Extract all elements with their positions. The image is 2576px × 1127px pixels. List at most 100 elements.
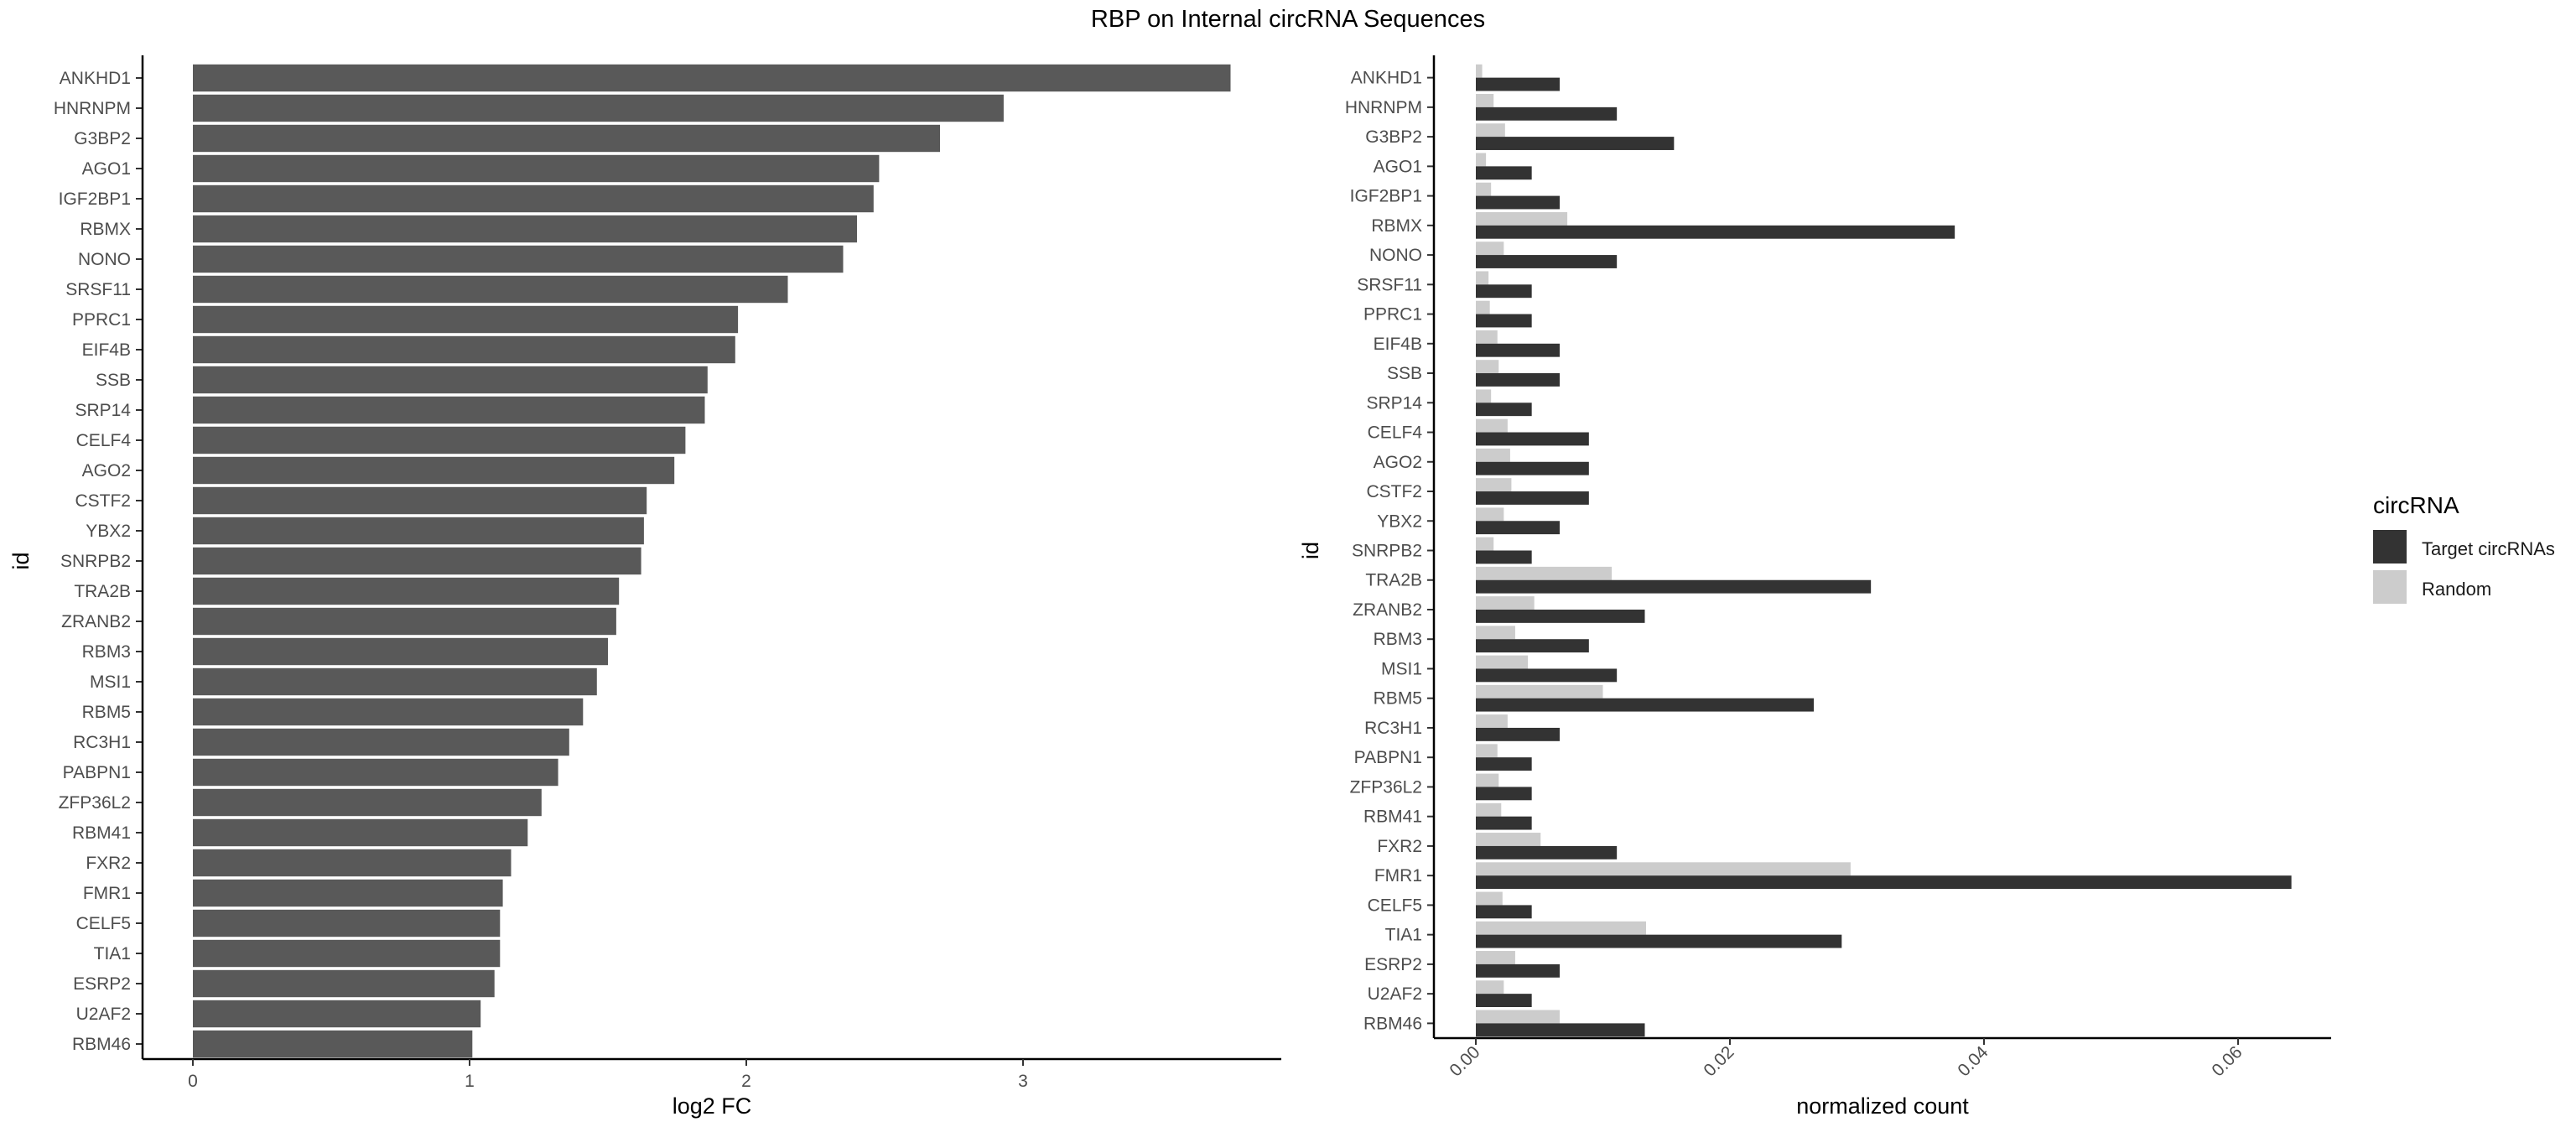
y-tick-label: HNRNPM: [1345, 98, 1422, 117]
y-tick-label: FXR2: [86, 854, 131, 873]
bar: [193, 818, 528, 847]
y-tick-label: PABPN1: [1354, 748, 1422, 767]
bar-random: [1476, 980, 1504, 995]
y-tick-label: RBM46: [1363, 1014, 1422, 1033]
bar: [193, 215, 857, 243]
y-tick-label: CELF4: [76, 431, 132, 450]
bar: [193, 64, 1231, 92]
y-tick-label: U2AF2: [1368, 984, 1422, 1004]
bar-target: [1476, 698, 1814, 712]
bar: [193, 305, 739, 334]
x-axis-label: normalized count: [1796, 1093, 1969, 1119]
bar-random: [1476, 833, 1541, 846]
bar-random: [1476, 242, 1504, 256]
bar-target: [1476, 491, 1589, 505]
legend-label-random: Random: [2422, 579, 2491, 600]
y-tick-label: ANKHD1: [60, 69, 131, 88]
y-tick-label: TIA1: [1385, 926, 1422, 945]
y-tick-label: TRA2B: [1365, 571, 1422, 590]
bar: [193, 969, 495, 998]
y-tick-label: ZFP36L2: [59, 793, 131, 813]
bar-target: [1476, 106, 1618, 121]
bar: [193, 607, 616, 636]
bar: [193, 517, 644, 545]
bar-random: [1476, 478, 1512, 492]
x-tick-label: 0.04: [1954, 1042, 1992, 1080]
y-tick-label: PABPN1: [63, 763, 131, 782]
bar-target: [1476, 816, 1532, 830]
y-tick-label: RBMX: [1371, 216, 1422, 236]
y-tick-label: RBM41: [72, 823, 131, 843]
bar-random: [1476, 211, 1568, 226]
x-tick-label: 0.02: [1700, 1042, 1737, 1080]
legend-key-random: [2373, 570, 2407, 604]
bar: [193, 698, 584, 726]
x-tick-label: 3: [1018, 1072, 1028, 1091]
bar-target: [1476, 727, 1560, 741]
bar-target: [1476, 195, 1560, 210]
y-tick-label: SNRPB2: [1352, 542, 1422, 561]
y-tick-label: IGF2BP1: [1350, 187, 1422, 206]
y-tick-label: SRP14: [75, 401, 131, 420]
bar: [193, 366, 708, 394]
bar-target: [1476, 934, 1842, 948]
y-tick-label: RBMX: [80, 220, 131, 239]
y-tick-label: SRSF11: [1357, 275, 1422, 294]
bar-random: [1476, 271, 1489, 285]
y-tick-label: ZFP36L2: [1350, 777, 1422, 797]
bar-target: [1476, 639, 1589, 653]
bar-target: [1476, 432, 1589, 446]
bar: [193, 547, 641, 575]
bar: [193, 456, 675, 485]
bar-random: [1476, 300, 1490, 314]
bar-target: [1476, 137, 1675, 150]
bar: [193, 939, 501, 968]
y-tick-label: ZRANB2: [1353, 600, 1422, 620]
bar-random: [1476, 891, 1503, 906]
bar-target: [1476, 402, 1532, 417]
y-tick-label: PPRC1: [72, 310, 131, 330]
y-tick-label: HNRNPM: [54, 99, 131, 118]
bar: [193, 94, 1004, 122]
y-tick-label: RC3H1: [1364, 719, 1422, 738]
y-tick-label: NONO: [78, 250, 131, 269]
x-axis-label: log2 FC: [673, 1093, 752, 1119]
bar-target: [1476, 343, 1560, 357]
bar: [193, 396, 705, 424]
legend-label-target: Target circRNAs: [2422, 538, 2555, 559]
y-tick-label: MSI1: [1381, 659, 1422, 678]
bar-random: [1476, 448, 1510, 462]
bar-target: [1476, 668, 1618, 683]
bar-target: [1476, 905, 1532, 919]
y-tick-label: FMR1: [83, 884, 131, 903]
y-tick-label: IGF2BP1: [59, 190, 131, 209]
x-tick-label: 2: [741, 1072, 751, 1091]
y-tick-label: RC3H1: [73, 733, 131, 752]
y-tick-label: RBM46: [72, 1035, 131, 1054]
bar-target: [1476, 757, 1532, 771]
y-tick-label: RBM3: [1374, 630, 1422, 649]
y-tick-label: PPRC1: [1363, 305, 1422, 325]
bar: [193, 728, 569, 756]
y-tick-label: ZRANB2: [61, 612, 131, 631]
bar: [193, 879, 503, 907]
y-tick-label: RBM5: [1374, 689, 1422, 709]
x-tick-label: 1: [465, 1072, 475, 1091]
bar-target: [1476, 963, 1560, 978]
bar: [193, 1030, 473, 1058]
bar-random: [1476, 596, 1535, 610]
bar-target: [1476, 461, 1589, 475]
bar-random: [1476, 684, 1603, 699]
y-tick-label: G3BP2: [1365, 127, 1422, 147]
y-tick-label: CSTF2: [75, 491, 131, 511]
bar-target: [1476, 550, 1532, 564]
bar-target: [1476, 373, 1560, 387]
y-axis-label: id: [8, 552, 34, 569]
legend-title: circRNA: [2373, 492, 2459, 518]
y-tick-label: MSI1: [90, 673, 131, 692]
bar: [193, 154, 880, 183]
bar-target: [1476, 255, 1618, 268]
y-tick-label: CELF5: [1368, 896, 1422, 915]
y-tick-label: RBM41: [1363, 808, 1422, 827]
